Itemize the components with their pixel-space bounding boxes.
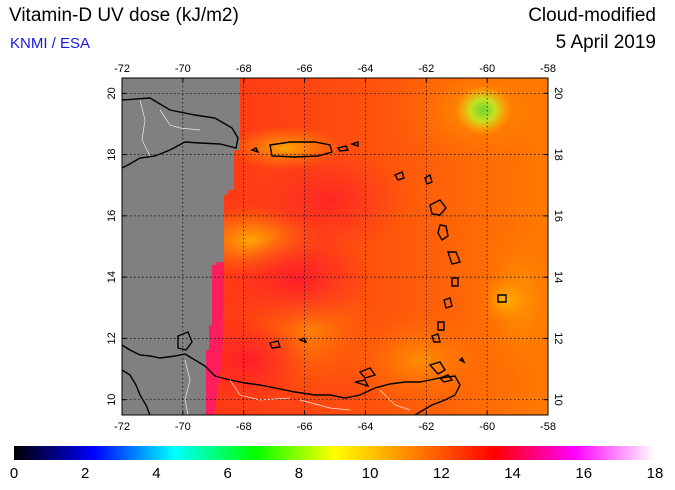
- lon-tick-label-top: -58: [540, 63, 556, 75]
- lat-tick-label-right: 20: [552, 87, 564, 99]
- map-frame: [121, 77, 549, 416]
- lat-tick-label-right: 14: [552, 271, 564, 283]
- lon-tick-label-bottom: -66: [297, 421, 313, 433]
- colorbar-label: 6: [223, 465, 232, 482]
- colorbar-label: 2: [81, 465, 90, 482]
- lon-tick-label-bottom: -60: [479, 421, 495, 433]
- lon-tick-label-top: -70: [175, 63, 191, 75]
- lat-tick-label-left: 18: [106, 148, 118, 160]
- lon-tick-label-top: -60: [479, 63, 495, 75]
- gridlines: [122, 78, 548, 415]
- lat-tick-label-right: 16: [552, 210, 564, 222]
- lon-tick-label-top: -66: [297, 63, 313, 75]
- lon-tick-label-bottom: -68: [236, 421, 252, 433]
- colorbar-label: 8: [294, 465, 304, 482]
- coastlines: [122, 97, 507, 415]
- lon-tick-label-top: -62: [418, 63, 434, 75]
- colorbar-label: 4: [152, 465, 161, 482]
- lat-tick-label-left: 10: [106, 394, 118, 406]
- uv-field: [122, 78, 548, 415]
- lat-tick-label-left: 20: [106, 87, 118, 99]
- credit-label: KNMI / ESA: [10, 35, 91, 52]
- no-data-region: [122, 78, 240, 415]
- colorbar-label: 12: [432, 465, 450, 482]
- lon-tick-label-bottom: -70: [175, 421, 191, 433]
- colorbar-label: 0: [9, 465, 19, 482]
- lat-tick-label-left: 16: [106, 210, 118, 222]
- axis-ticks: -72 -72 -70 -70 -68 -68 -66 -66 -64 -64 -62 -62 -60 -…: [106, 63, 564, 433]
- map-title: Vitamin-D UV dose (kJ/m2): [9, 5, 239, 26]
- lon-tick-label-top: -68: [236, 63, 252, 75]
- lon-tick-label-bottom: -64: [357, 421, 373, 433]
- colorbar-label: 14: [504, 465, 521, 482]
- lat-tick-label-right: 18: [552, 148, 564, 160]
- lon-tick-label-top: -72: [114, 63, 130, 75]
- lat-tick-label-right: 10: [552, 394, 564, 406]
- lon-tick-label-bottom: -72: [114, 421, 130, 433]
- lat-tick-label-right: 12: [552, 332, 564, 344]
- lat-tick-label-left: 14: [106, 271, 118, 283]
- colorbar-label: 18: [646, 465, 664, 482]
- colorbar-label: 16: [575, 465, 593, 482]
- lon-tick-label-top: -64: [357, 63, 373, 75]
- lon-tick-label-bottom: -62: [418, 421, 434, 433]
- lat-tick-label-left: 12: [106, 332, 118, 344]
- date-label: 5 April 2019: [555, 32, 656, 53]
- product-label: Cloud-modified: [528, 5, 656, 26]
- colorbar: [14, 446, 655, 460]
- country-borders: [139, 99, 411, 415]
- lon-tick-label-bottom: -58: [540, 421, 556, 433]
- colorbar-label: 10: [361, 465, 379, 482]
